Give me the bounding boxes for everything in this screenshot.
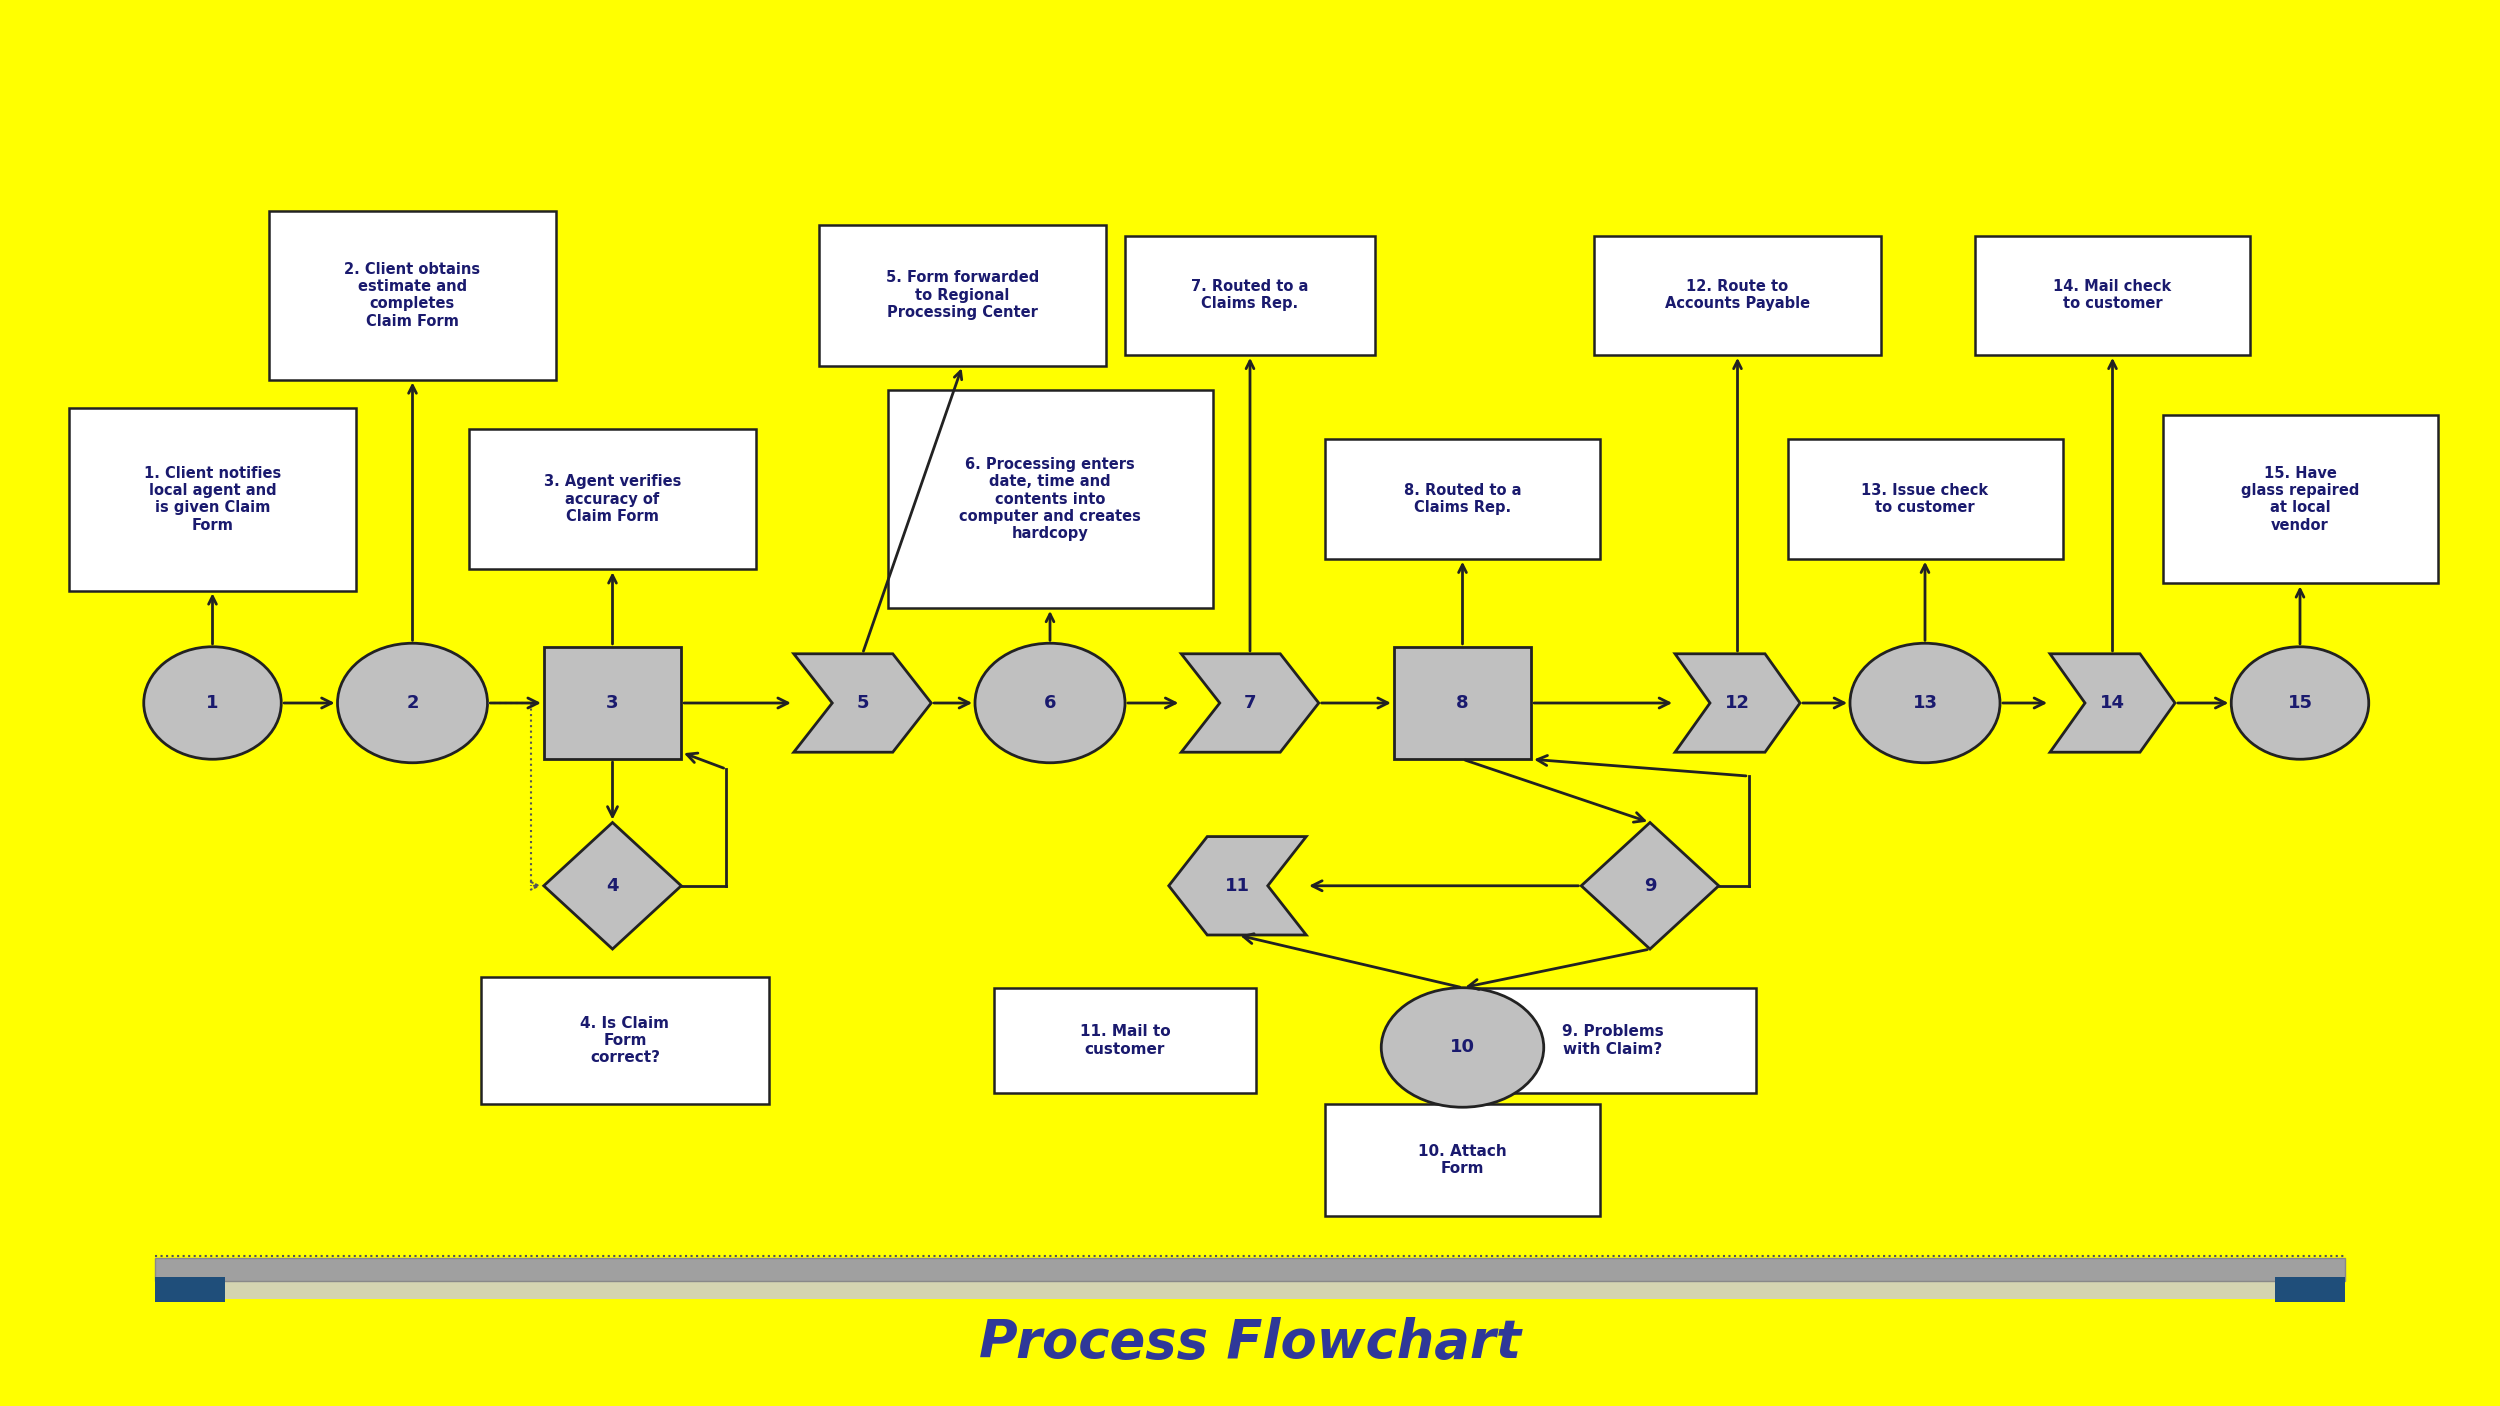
FancyBboxPatch shape <box>155 1258 2345 1281</box>
FancyBboxPatch shape <box>1395 647 1530 759</box>
FancyBboxPatch shape <box>480 977 770 1104</box>
Text: 10. Attach
Form: 10. Attach Form <box>1417 1143 1507 1177</box>
Text: 13. Issue check
to customer: 13. Issue check to customer <box>1862 482 1988 516</box>
Text: 2: 2 <box>405 695 420 711</box>
Text: 15: 15 <box>2288 695 2312 711</box>
Text: 4. Is Claim
Form
correct?: 4. Is Claim Form correct? <box>580 1015 670 1066</box>
Text: 3. Agent verifies
accuracy of
Claim Form: 3. Agent verifies accuracy of Claim Form <box>545 474 680 524</box>
Ellipse shape <box>1850 643 2000 762</box>
Text: 5: 5 <box>855 695 870 711</box>
Ellipse shape <box>2232 647 2370 759</box>
FancyBboxPatch shape <box>820 225 1105 366</box>
Polygon shape <box>1582 823 1720 949</box>
FancyBboxPatch shape <box>545 647 680 759</box>
FancyBboxPatch shape <box>1125 235 1375 354</box>
Text: 13: 13 <box>1912 695 1938 711</box>
Text: 2. Client obtains
estimate and
completes
Claim Form: 2. Client obtains estimate and completes… <box>345 262 480 329</box>
Text: 7. Routed to a
Claims Rep.: 7. Routed to a Claims Rep. <box>1192 278 1308 312</box>
FancyBboxPatch shape <box>470 429 755 569</box>
Polygon shape <box>1182 654 1320 752</box>
Ellipse shape <box>338 643 488 762</box>
Text: 11: 11 <box>1225 877 1250 894</box>
FancyBboxPatch shape <box>1788 439 2062 558</box>
Text: 15. Have
glass repaired
at local
vendor: 15. Have glass repaired at local vendor <box>2240 465 2360 533</box>
Text: 8. Routed to a
Claims Rep.: 8. Routed to a Claims Rep. <box>1405 482 1520 516</box>
Text: 1: 1 <box>208 695 220 711</box>
Polygon shape <box>2050 654 2175 752</box>
FancyBboxPatch shape <box>155 1281 2345 1299</box>
Text: 3: 3 <box>608 695 620 711</box>
Text: 10: 10 <box>1450 1039 1475 1056</box>
FancyBboxPatch shape <box>2162 415 2438 583</box>
Text: 14. Mail check
to customer: 14. Mail check to customer <box>2052 278 2172 312</box>
Text: 9. Problems
with Claim?: 9. Problems with Claim? <box>1562 1024 1662 1057</box>
Text: 6. Processing enters
date, time and
contents into
computer and creates
hardcopy: 6. Processing enters date, time and cont… <box>960 457 1140 541</box>
Polygon shape <box>1675 654 1800 752</box>
Text: 7: 7 <box>1245 695 1258 711</box>
FancyBboxPatch shape <box>1325 439 1600 558</box>
Text: 14: 14 <box>2100 695 2125 711</box>
Text: 4: 4 <box>608 877 620 894</box>
Text: 8: 8 <box>1455 695 1470 711</box>
FancyBboxPatch shape <box>1595 235 1880 354</box>
Text: 11. Mail to
customer: 11. Mail to customer <box>1080 1024 1170 1057</box>
FancyBboxPatch shape <box>70 408 358 591</box>
FancyBboxPatch shape <box>1470 987 1755 1094</box>
FancyBboxPatch shape <box>995 987 1258 1094</box>
Text: 12: 12 <box>1725 695 1750 711</box>
FancyBboxPatch shape <box>888 389 1212 607</box>
FancyBboxPatch shape <box>155 1277 225 1302</box>
Polygon shape <box>792 654 930 752</box>
FancyBboxPatch shape <box>270 211 558 380</box>
Ellipse shape <box>145 647 280 759</box>
FancyBboxPatch shape <box>1975 235 2250 354</box>
FancyBboxPatch shape <box>1325 1104 1600 1216</box>
FancyBboxPatch shape <box>2275 1277 2345 1302</box>
Ellipse shape <box>975 643 1125 762</box>
Text: 1. Client notifies
local agent and
is given Claim
Form: 1. Client notifies local agent and is gi… <box>145 465 280 533</box>
Text: Process Flowchart: Process Flowchart <box>980 1317 1520 1368</box>
Ellipse shape <box>1380 987 1545 1108</box>
Text: 9: 9 <box>1645 877 1655 894</box>
Text: 5. Form forwarded
to Regional
Processing Center: 5. Form forwarded to Regional Processing… <box>885 270 1040 321</box>
Polygon shape <box>1170 837 1308 935</box>
Text: 6: 6 <box>1045 695 1058 711</box>
Text: 12. Route to
Accounts Payable: 12. Route to Accounts Payable <box>1665 278 1810 312</box>
Polygon shape <box>545 823 680 949</box>
